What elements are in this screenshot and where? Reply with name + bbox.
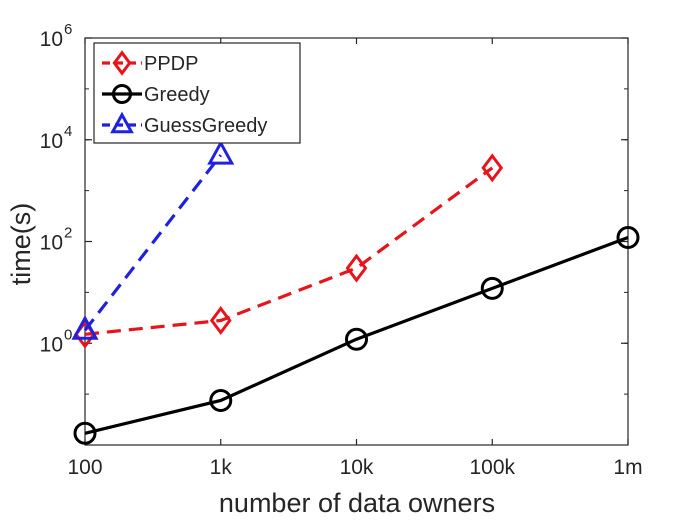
legend-label-greedy: Greedy — [144, 84, 210, 106]
legend: PPDP Greedy GuessGreedy — [93, 42, 301, 144]
x-tick-label: 1m — [613, 456, 642, 479]
legend-label-ppdp: PPDP — [144, 53, 198, 75]
legend-label-guessgreedy: GuessGreedy — [144, 115, 267, 137]
y-tick-label-base: 10 — [40, 28, 63, 51]
x-axis: 100 1k 10k 100k 1m — [67, 37, 643, 479]
x-tick-label: 100 — [67, 456, 102, 479]
data-point-ppdp — [481, 153, 504, 183]
data-point-greedy — [209, 388, 233, 412]
y-tick-label-base: 10 — [40, 130, 63, 153]
y-axis-label: time(s) — [6, 203, 36, 286]
y-tick-label-exponent: 2 — [64, 225, 72, 242]
data-point-greedy — [480, 276, 504, 300]
series-layer — [71, 139, 640, 445]
data-point-greedy — [616, 225, 640, 249]
data-point-guessgreedy — [207, 139, 235, 165]
x-axis-label: number of data owners — [219, 488, 495, 518]
series-line-greedy — [84, 235, 629, 435]
x-tick-label: 10k — [340, 456, 374, 479]
y-tick-label-base: 10 — [40, 232, 63, 255]
data-point-guessgreedy — [71, 315, 99, 340]
data-point-ppdp — [209, 306, 232, 336]
series-line-guessgreedy — [83, 154, 223, 332]
data-point-greedy — [345, 327, 368, 351]
y-tick-label-exponent: 4 — [64, 123, 72, 140]
x-tick-label: 100k — [469, 456, 515, 479]
y-tick-label-exponent: 6 — [64, 21, 72, 38]
x-tick-label: 1k — [210, 456, 233, 479]
data-point-ppdp — [345, 253, 368, 283]
y-tick-label-base: 10 — [40, 333, 63, 356]
data-point-greedy — [73, 421, 97, 445]
series-line-ppdp — [84, 166, 494, 336]
legend-marker-ppdp — [112, 50, 132, 76]
y-tick-label-exponent: 0 — [64, 326, 72, 343]
legend-marker-guessgreedy — [110, 111, 134, 134]
legend-marker-greedy — [112, 84, 132, 104]
